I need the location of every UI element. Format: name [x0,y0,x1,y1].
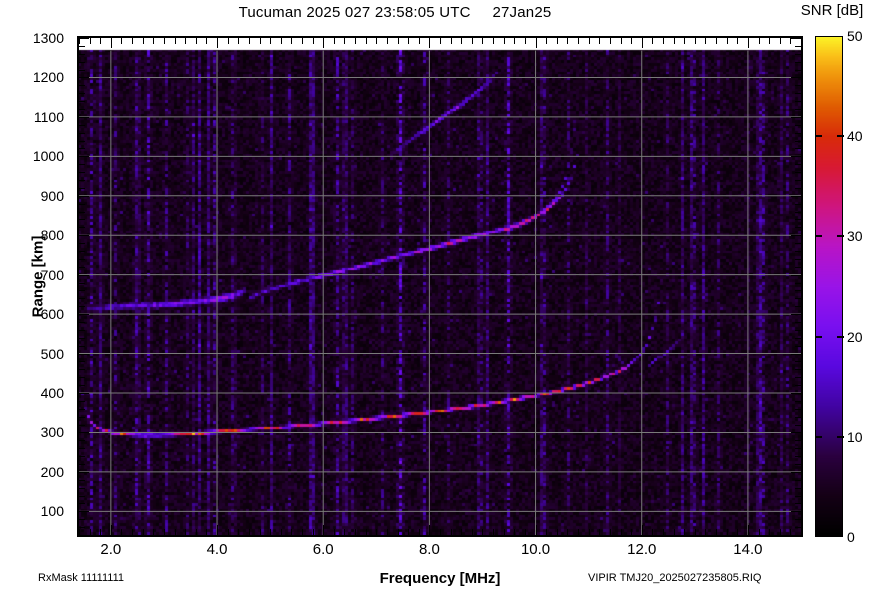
x-tick-label-6.0: 6.0 [312,541,334,558]
y-tick-label-700: 700 [40,266,64,283]
colorbar-tick [837,135,844,138]
title-bar: Tucuman 2025 027 23:58:05 UTC 27Jan25 [0,0,790,24]
ionogram-plot-area [77,36,803,537]
y-tick-label-200: 200 [40,463,64,480]
colorbar-tick-label-10: 10 [847,428,863,445]
y-tick-label-500: 500 [40,345,64,362]
x-axis-title: Frequency [MHz] [379,570,501,587]
colorbar-tick [837,335,844,338]
y-tick-label-1000: 1000 [32,148,64,165]
colorbar-tick-label-40: 40 [847,128,863,145]
y-tick-label-400: 400 [40,385,64,401]
y-axis-title: Range [km] [29,235,47,318]
colorbar-tick [837,235,844,238]
colorbar-tick [815,335,822,338]
y-tick-label-100: 100 [40,503,64,520]
y-tick-label-1100: 1100 [33,108,64,125]
y-tick-label-600: 600 [40,306,64,323]
x-tick-label-4.0: 4.0 [206,541,228,558]
y-tick-label-1300: 1300 [32,30,64,46]
colorbar-tick [815,135,822,138]
colorbar-tick-label-30: 30 [847,228,863,245]
x-tick-label-12.0: 12.0 [627,541,657,558]
x-tick-label-2.0: 2.0 [100,541,122,558]
y-tick-label-300: 300 [40,424,64,441]
y-axis-tick-labels: 100 200 300 400 500 600 700 800 900 1000 1100 1200 1… [0,0,72,595]
y-tick-label-1200: 1200 [32,69,64,86]
colorbar [815,36,843,537]
colorbar-tick [837,435,844,438]
colorbar-tick-labels: 0 10 20 30 40 50 [815,28,884,545]
colorbar-title: SNR [dB] [800,2,864,19]
rxmask-label: RxMask 11111111 [38,572,125,584]
y-tick-label-800: 800 [40,227,64,244]
page-title: Tucuman 2025 027 23:58:05 UTC 27Jan25 [238,3,552,21]
x-tick-label-14.0: 14.0 [733,541,763,558]
colorbar-tick-label-20: 20 [847,328,863,345]
colorbar-gradient [816,37,842,536]
colorbar-tick-label-50: 50 [847,28,863,44]
riq-file-label: VIPIR TMJ20_2025027235805.RIQ [588,572,762,584]
x-tick-label-8.0: 8.0 [418,541,440,558]
colorbar-tick [815,435,822,438]
x-tick-label-10.0: 10.0 [520,541,551,558]
y-tick-label-900: 900 [40,187,64,204]
ionogram-heatmap-canvas [79,38,801,535]
x-axis-tick-labels: 2.0 4.0 6.0 8.0 10.0 12.0 14.0 [0,541,884,563]
colorbar-tick [815,235,822,238]
colorbar-tick-label-0: 0 [847,529,855,545]
